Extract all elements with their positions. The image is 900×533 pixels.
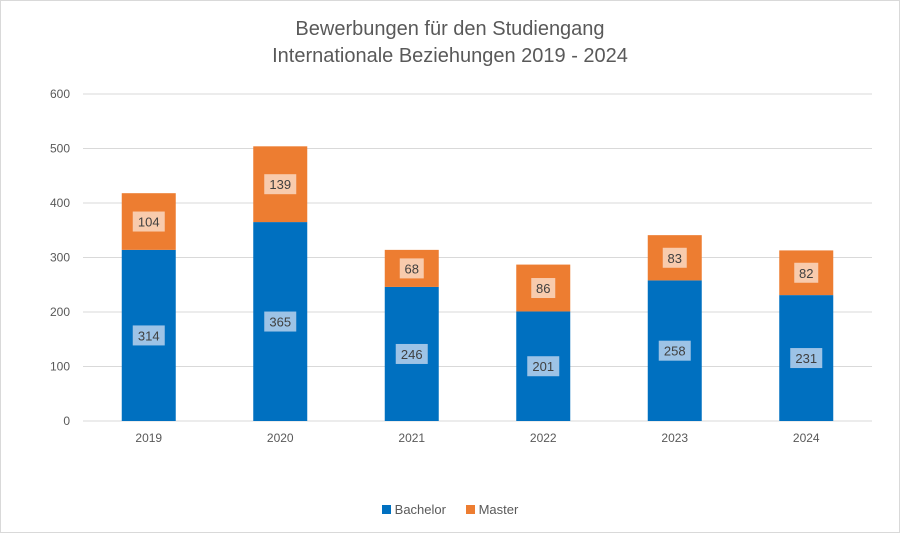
data-label-master: 86 xyxy=(536,281,550,296)
data-label-bachelor: 258 xyxy=(664,344,686,359)
x-tick-label: 2023 xyxy=(661,431,688,445)
y-tick-label: 400 xyxy=(50,196,70,210)
data-label-master: 82 xyxy=(799,266,813,281)
legend-swatch-bachelor xyxy=(381,505,391,514)
data-label-master: 139 xyxy=(269,177,291,192)
legend-label-master: Master xyxy=(478,502,519,517)
data-label-bg xyxy=(132,211,165,232)
y-tick-label: 0 xyxy=(63,414,70,428)
legend-item-master[interactable]: Master xyxy=(465,502,519,517)
data-label-bg xyxy=(790,348,823,369)
legend: Bachelor Master xyxy=(0,502,900,517)
data-label-bachelor: 201 xyxy=(532,359,554,374)
data-label-bg xyxy=(395,343,428,364)
y-tick-label: 600 xyxy=(50,87,70,101)
x-tick-label: 2024 xyxy=(793,431,820,445)
chart-title: Bewerbungen für den Studiengang Internat… xyxy=(0,16,900,70)
data-label-bachelor: 365 xyxy=(269,315,291,330)
y-tick-label: 500 xyxy=(50,142,70,156)
data-label-bg xyxy=(662,247,687,268)
legend-swatch-master xyxy=(465,505,475,514)
data-label-bg xyxy=(132,325,165,346)
y-tick-label: 100 xyxy=(50,360,70,374)
data-label-bg xyxy=(531,278,556,299)
data-label-bg xyxy=(264,311,297,332)
data-label-master: 68 xyxy=(405,261,419,276)
data-label-bg xyxy=(399,258,424,279)
data-label-bachelor: 314 xyxy=(138,328,160,343)
legend-item-bachelor[interactable]: Bachelor xyxy=(381,502,446,517)
chart-title-line-1: Bewerbungen für den Studiengang xyxy=(295,18,605,40)
data-label-master: 104 xyxy=(138,215,160,230)
x-tick-label: 2020 xyxy=(267,431,294,445)
data-label-bg xyxy=(658,340,691,361)
x-tick-label: 2021 xyxy=(398,431,425,445)
x-tick-label: 2022 xyxy=(530,431,557,445)
y-tick-label: 300 xyxy=(50,251,70,265)
legend-label-bachelor: Bachelor xyxy=(394,502,446,517)
data-label-bachelor: 246 xyxy=(401,347,423,362)
data-label-master: 83 xyxy=(668,251,682,266)
data-label-bg xyxy=(264,174,297,195)
x-tick-label: 2019 xyxy=(135,431,162,445)
data-label-bg xyxy=(794,262,819,283)
chart-title-line-2: Internationale Beziehungen 2019 - 2024 xyxy=(272,45,628,67)
data-label-bg xyxy=(527,356,560,377)
data-label-bachelor: 231 xyxy=(795,351,817,366)
y-tick-label: 200 xyxy=(50,305,70,319)
